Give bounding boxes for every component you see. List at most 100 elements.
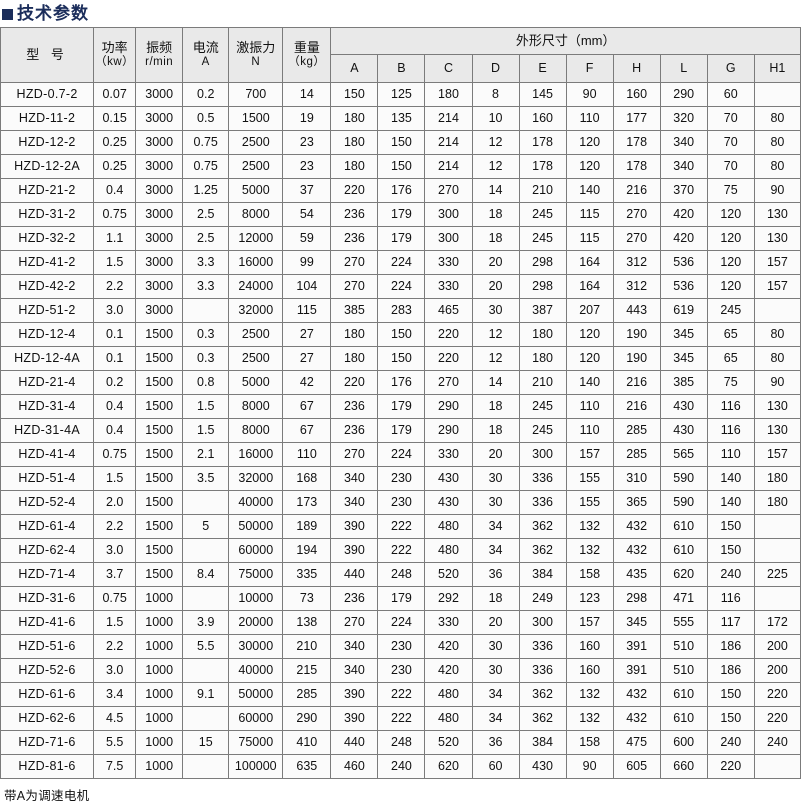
power-cell: 1.1 (93, 226, 137, 251)
dim-cell-c: 420 (424, 658, 473, 683)
dim-cell-e: 362 (518, 706, 567, 731)
dim-cell-d: 36 (471, 730, 520, 755)
dim-cell-f: 207 (565, 298, 614, 323)
table-row: HZD-0.7-2 0.07 3000 0.2 700 14 150 125 180 8 145 90… (0, 82, 801, 107)
dim-cell-a: 150 (330, 82, 379, 107)
dim-cell-c: 270 (424, 178, 473, 203)
weight-cell: 115 (282, 298, 332, 323)
dim-cell-l: 565 (659, 442, 708, 467)
dim-cell-e: 336 (518, 490, 567, 515)
dim-cell-c: 300 (424, 202, 473, 227)
dim-cell-g: 120 (706, 250, 755, 275)
exciting-force-cell: 24000 (228, 274, 284, 299)
exciting-force-cell: 8000 (228, 418, 284, 443)
current-cell: 1.25 (182, 178, 230, 203)
table-row: HZD-42-2 2.2 3000 3.3 24000 104 270 224 330 20 298… (0, 274, 801, 299)
dim-cell-h: 216 (612, 370, 661, 395)
power-cell: 0.25 (93, 154, 137, 179)
dim-cell-f: 90 (565, 82, 614, 107)
dim-cell-h: 432 (612, 538, 661, 563)
current-cell: 3.3 (182, 250, 230, 275)
frequency-cell: 1500 (135, 466, 184, 491)
frequency-cell: 1000 (135, 730, 184, 755)
dim-cell-e: 336 (518, 634, 567, 659)
power-cell: 0.4 (93, 394, 137, 419)
dim-cell-b: 135 (377, 106, 426, 131)
dim-cell-h1: 220 (753, 682, 801, 707)
dim-cell-d: 20 (471, 610, 520, 635)
exciting-force-cell: 700 (228, 82, 284, 107)
dim-cell-h1 (753, 538, 801, 563)
frequency-cell: 1500 (135, 394, 184, 419)
weight-cell: 290 (282, 706, 332, 731)
current-cell: 5.5 (182, 634, 230, 659)
current-cell: 5 (182, 514, 230, 539)
dim-cell-c: 620 (424, 754, 473, 779)
dim-cell-c: 520 (424, 730, 473, 755)
dim-cell-b: 283 (377, 298, 426, 323)
power-cell: 7.5 (93, 754, 137, 779)
dim-cell-f: 164 (565, 274, 614, 299)
dim-cell-a: 236 (330, 226, 379, 251)
dim-cell-c: 480 (424, 706, 473, 731)
dim-cell-a: 390 (330, 538, 379, 563)
dim-cell-h: 190 (612, 322, 661, 347)
weight-cell: 42 (282, 370, 332, 395)
power-cell: 0.75 (93, 586, 137, 611)
dim-cell-f: 120 (565, 130, 614, 155)
table-row: HZD-31-2 0.75 3000 2.5 8000 54 236 179 300 18 245 1… (0, 202, 801, 227)
dim-cell-h1: 157 (753, 442, 801, 467)
frequency-cell: 3000 (135, 154, 184, 179)
current-cell: 8.4 (182, 562, 230, 587)
frequency-cell: 1500 (135, 538, 184, 563)
table-header: 型 号 功率 （kw） 振频 r/min 电流 A 激振力 N (0, 27, 801, 83)
dim-cell-l: 385 (659, 370, 708, 395)
power-cell: 0.75 (93, 442, 137, 467)
dim-cell-h1 (753, 514, 801, 539)
dim-cell-f: 110 (565, 106, 614, 131)
power-cell: 2.2 (93, 274, 137, 299)
dim-cell-b: 222 (377, 514, 426, 539)
footnote: 带A为调速电机 (4, 789, 90, 803)
dim-cell-f: 120 (565, 322, 614, 347)
column-header-dim-h: H (612, 54, 661, 83)
dim-cell-f: 160 (565, 658, 614, 683)
model-cell: HZD-41-4 (0, 442, 95, 467)
dim-cell-l: 320 (659, 106, 708, 131)
dim-cell-b: 179 (377, 226, 426, 251)
dim-cell-h: 443 (612, 298, 661, 323)
dim-cell-c: 480 (424, 538, 473, 563)
dim-cell-c: 520 (424, 562, 473, 587)
model-cell: HZD-61-4 (0, 514, 95, 539)
power-cell: 0.4 (93, 178, 137, 203)
dim-cell-d: 18 (471, 226, 520, 251)
column-header-exciting-force-line1: 激振力 (236, 39, 276, 55)
exciting-force-cell: 50000 (228, 682, 284, 707)
dim-cell-h1: 80 (753, 346, 801, 371)
dim-cell-e: 249 (518, 586, 567, 611)
model-cell: HZD-81-6 (0, 754, 95, 779)
dim-cell-h1: 172 (753, 610, 801, 635)
power-cell: 3.0 (93, 298, 137, 323)
dim-cell-h1: 130 (753, 418, 801, 443)
dim-cell-e: 300 (518, 610, 567, 635)
weight-cell: 59 (282, 226, 332, 251)
power-cell: 1.5 (93, 250, 137, 275)
column-header-dim-e: E (518, 54, 567, 83)
dim-cell-d: 30 (471, 658, 520, 683)
column-header-weight: 重量 （kg） (282, 27, 332, 83)
frequency-cell: 1500 (135, 322, 184, 347)
dim-cell-h: 310 (612, 466, 661, 491)
column-header-dim-h1: H1 (753, 54, 801, 83)
current-cell (182, 706, 230, 731)
dim-cell-a: 270 (330, 274, 379, 299)
model-cell: HZD-21-2 (0, 178, 95, 203)
dim-cell-g: 150 (706, 538, 755, 563)
dim-cell-h: 216 (612, 178, 661, 203)
dim-cell-g: 70 (706, 154, 755, 179)
weight-cell: 14 (282, 82, 332, 107)
column-header-dim-f: F (565, 54, 614, 83)
dim-cell-c: 330 (424, 250, 473, 275)
dim-cell-f: 164 (565, 250, 614, 275)
dim-cell-e: 336 (518, 466, 567, 491)
